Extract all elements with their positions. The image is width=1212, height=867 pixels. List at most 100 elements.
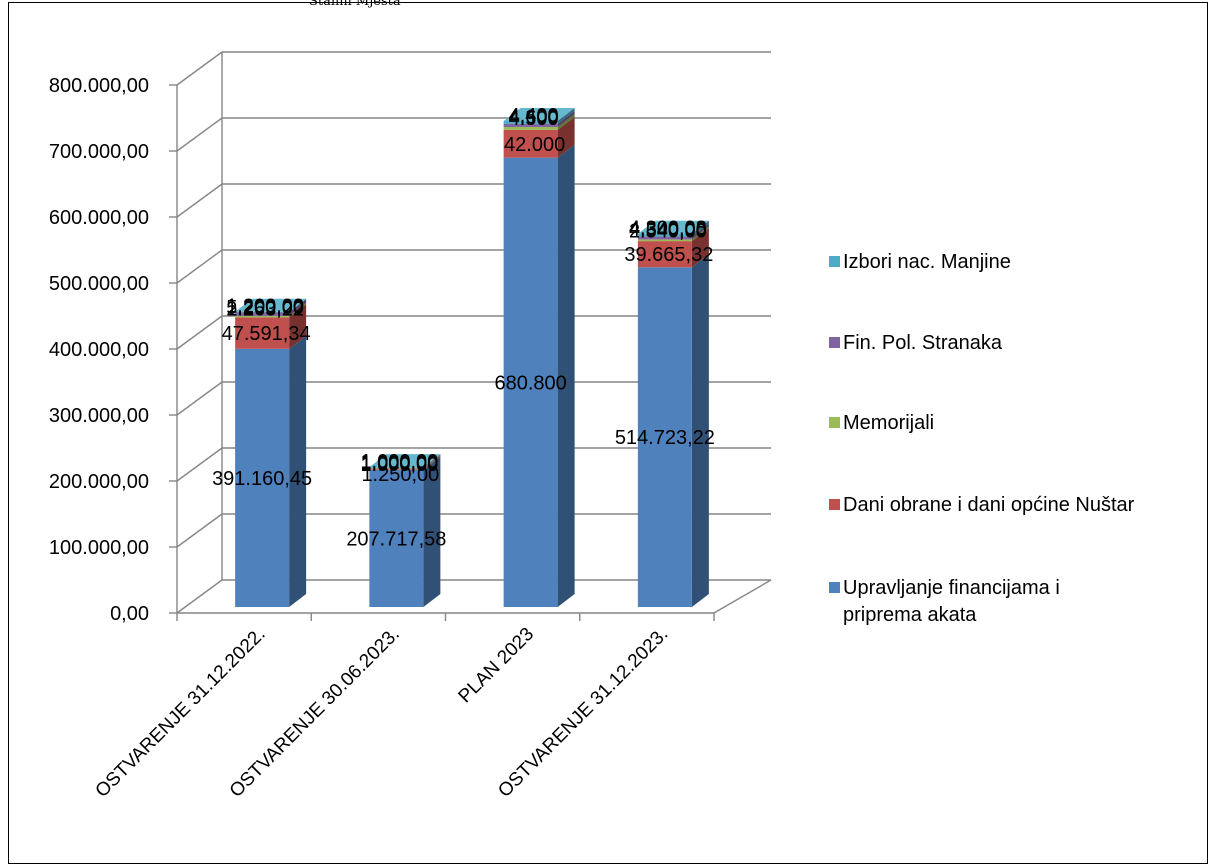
data-label: 4.500 [509, 108, 559, 130]
bar-side-finpol [289, 299, 307, 316]
bar-side-memorijali [289, 302, 307, 318]
data-label: 4.340,00 [629, 219, 707, 241]
bar-upravljanje [369, 469, 424, 607]
bar-side-memorijali [691, 226, 709, 242]
bar-izbori [637, 233, 692, 237]
bar-side-dani [289, 304, 307, 349]
side-gridline [176, 315, 223, 350]
data-label: 4.400 [509, 105, 559, 127]
bar-finpol [637, 236, 692, 240]
side-gridline [176, 447, 223, 482]
bar-memorijali [369, 468, 424, 470]
bar-top-izbori [369, 454, 441, 468]
bar-side-upravljanje [423, 456, 441, 607]
x-axis-categories: OSTVARENJE 31.12.2022.OSTVARENJE 30.06.2… [92, 613, 715, 802]
legend-item: Upravljanje financijama i priprema akata [829, 577, 1060, 626]
bar-dani [235, 317, 290, 349]
side-gridline [176, 117, 223, 152]
data-label: 514.723,22 [615, 427, 715, 449]
legend-item: Izbori nac. Manjine [829, 251, 1011, 273]
legend-label: Dani obrane i dani općine Nuštar [843, 494, 1135, 516]
bar-side-izbori [423, 454, 441, 468]
bar-upravljanje [503, 157, 558, 607]
y-tick-label: 500.000,00 [49, 273, 149, 295]
legend-label: priprema akata [843, 604, 977, 626]
chart-frame: Stanni Mjesta 0,00 100.000,00 200.000,00 30… [8, 0, 1208, 864]
bar-side-izbori [289, 298, 307, 313]
legend-item: Fin. Pol. Stranaka [829, 332, 1003, 354]
y-tick-label: 200.000,00 [49, 471, 149, 493]
bar-finpol [235, 312, 290, 316]
bar-izbori [503, 121, 558, 124]
floor-right-edge [713, 579, 772, 614]
legend-swatch [829, 256, 840, 267]
bar-side-memorijali [423, 455, 441, 470]
side-gridline [176, 579, 223, 614]
data-label: 680.800 [494, 372, 566, 394]
y-tick-label: 700.000,00 [49, 141, 149, 163]
bar-memorijali [235, 315, 290, 318]
y-tick-label: 300.000,00 [49, 405, 149, 427]
legend-swatch [829, 417, 840, 428]
bar-side-finpol [557, 110, 575, 127]
bar-top-izbori [637, 220, 709, 234]
data-label: 1.000,00 [360, 451, 438, 473]
bar-side-dani [691, 228, 709, 268]
bar-izbori [369, 467, 424, 468]
bar-izbori [235, 311, 290, 313]
side-gridline [176, 381, 223, 416]
bar-top-izbori [235, 298, 307, 312]
data-label: 4.300,08 [629, 218, 707, 240]
bar-finpol [503, 123, 558, 127]
legend-item: Memorijali [829, 412, 934, 434]
bar-side-upravljanje [557, 144, 575, 607]
legend-swatch [829, 499, 840, 510]
data-label: 2.263,22 [226, 299, 304, 321]
data-label: 39.665,32 [624, 244, 713, 266]
bar-side-upravljanje [289, 335, 307, 607]
legend-swatch [829, 337, 840, 348]
legend-swatch [829, 582, 840, 593]
y-tick-label: 400.000,00 [49, 339, 149, 361]
data-label: 47.591,34 [222, 323, 311, 345]
data-label: 42.000 [504, 134, 565, 156]
data-label: 4.600 [509, 107, 559, 129]
data-label: 1.200,00 [226, 296, 304, 318]
data-label: 207.717,58 [346, 528, 446, 550]
bar-dani [369, 469, 424, 470]
y-tick-label: 0,00 [110, 603, 149, 625]
bar-side-memorijali [557, 113, 575, 130]
bar-memorijali [637, 239, 692, 242]
legend-label: Fin. Pol. Stranaka [843, 332, 1003, 354]
legend-label: Upravljanje financijama i [843, 577, 1060, 599]
legend-label: Memorijali [843, 412, 934, 434]
side-gridline [176, 249, 223, 284]
bar-side-finpol [423, 454, 441, 469]
data-label: 2.540,00 [629, 221, 707, 243]
data-label: 1.000,00 [360, 454, 438, 476]
bar-side-izbori [691, 220, 709, 237]
y-tick-label: 600.000,00 [49, 207, 149, 229]
bar-upravljanje [235, 348, 290, 607]
bar-top-izbori [503, 108, 575, 122]
bar-finpol [369, 467, 424, 469]
data-label: 1.250,00 [361, 464, 439, 486]
bar-side-upravljanje [691, 254, 709, 608]
bar-side-izbori [557, 108, 575, 124]
legend-label: Izbori nac. Manjine [843, 251, 1011, 273]
bar-dani [637, 241, 692, 268]
bar-memorijali [503, 126, 558, 130]
y-tick-label: 800.000,00 [49, 75, 149, 97]
bar-upravljanje [637, 267, 692, 607]
bar-dani [503, 129, 558, 158]
data-label: 5.200,00 [226, 297, 304, 319]
y-tick-label: 100.000,00 [49, 537, 149, 559]
side-gridline [176, 51, 223, 86]
chart-caption: Stanni Mjesta [309, 0, 401, 9]
bars-layer [235, 108, 709, 608]
x-category-label: PLAN 2023 [455, 624, 539, 708]
y-axis-ticks: 0,00 100.000,00 200.000,00 300.000,00 400.00… [49, 75, 177, 625]
legend-item: Dani obrane i dani općine Nuštar [829, 494, 1135, 516]
bar-side-finpol [691, 223, 709, 240]
bar-side-dani [557, 116, 575, 158]
